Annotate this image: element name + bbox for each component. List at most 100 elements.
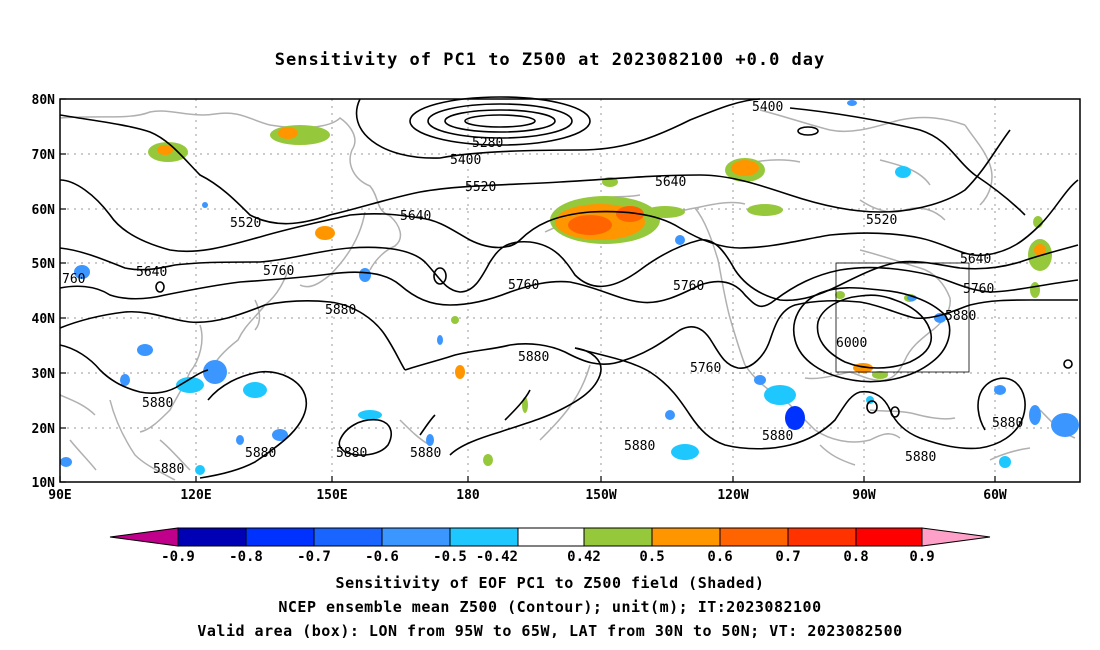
shade-blob <box>157 145 173 155</box>
shade-blob <box>866 396 874 404</box>
colorbar-label: -0.8 <box>229 549 263 565</box>
contour-label: 5640 <box>400 209 431 224</box>
contour-labels: 5280 5400 5400 5520 5520 5520 5640 5640 … <box>62 100 1023 477</box>
lat-label: 10N <box>32 476 56 491</box>
shade-blob <box>203 360 227 384</box>
colorbar-low-arrow <box>109 527 179 547</box>
colorbar-label: 0.7 <box>775 549 800 565</box>
shade-blob <box>60 457 72 467</box>
shade-blob <box>568 215 612 235</box>
colorbar-label: 0.6 <box>707 549 732 565</box>
contour-label: 5880 <box>945 309 976 324</box>
shade-blob <box>616 206 644 222</box>
shade-blob <box>1030 282 1040 298</box>
shade-blob <box>195 465 205 475</box>
lat-label: 30N <box>32 367 56 382</box>
lat-label: 20N <box>32 422 56 437</box>
contour-label: 5880 <box>518 350 549 365</box>
shade-blob <box>872 371 888 379</box>
contour-label: 5520 <box>465 180 496 195</box>
lat-labels: 80N 70N 60N 50N 40N 30N 20N 10N <box>32 93 56 491</box>
shade-blob <box>202 202 208 208</box>
shade-blob <box>236 435 244 445</box>
colorbar-label: -0.5 <box>433 549 467 565</box>
z500-contours <box>59 96 1079 479</box>
contour-label: 5760 <box>263 264 294 279</box>
valid-area-box <box>835 262 970 373</box>
shade-blob <box>278 127 298 139</box>
contour-label: 5880 <box>325 303 356 318</box>
colorbar-label: -0.6 <box>365 549 399 565</box>
shade-blob <box>137 344 153 356</box>
shade-blob <box>835 291 845 299</box>
colorbar-label: -0.7 <box>297 549 331 565</box>
lat-label: 70N <box>32 148 56 163</box>
colorbar-swatch <box>855 527 923 547</box>
shade-blob <box>426 434 434 446</box>
contour-label: 5880 <box>624 439 655 454</box>
contour-label: 5880 <box>245 446 276 461</box>
shade-blob <box>359 268 371 282</box>
contour-label: 5280 <box>472 136 503 151</box>
colorbar-swatch <box>449 527 519 547</box>
shade-blob <box>764 385 796 405</box>
footer-line-3: Valid area (box): LON from 95W to 65W, L… <box>197 622 903 640</box>
shade-blob <box>785 406 805 430</box>
colorbar-label: 0.9 <box>909 549 934 565</box>
contour-label: 6000 <box>836 336 867 351</box>
colorbar-swatch <box>313 527 383 547</box>
shade-blob <box>747 204 783 216</box>
lon-label: 60W <box>983 488 1007 503</box>
shade-blob <box>675 235 685 245</box>
contour-label: 5640 <box>136 265 167 280</box>
footer-line-1: Sensitivity of EOF PC1 to Z500 field (Sh… <box>335 574 765 592</box>
contour-label: 5400 <box>752 100 783 115</box>
map-frame <box>59 98 1081 483</box>
shade-blob <box>994 385 1006 395</box>
colorbar-label: 0.5 <box>639 549 664 565</box>
shade-blob <box>999 456 1011 468</box>
shade-blob <box>665 410 675 420</box>
shade-blob <box>847 100 857 106</box>
colorbar-high-arrow <box>921 527 991 547</box>
lat-label: 80N <box>32 93 56 108</box>
lat-label: 40N <box>32 312 56 327</box>
contour-label: 760 <box>62 272 85 287</box>
shade-blob <box>1034 244 1046 256</box>
colorbar <box>109 527 991 547</box>
shade-blob <box>483 454 493 466</box>
lat-label: 50N <box>32 257 56 272</box>
shade-blob <box>120 374 130 386</box>
contour-label: 5640 <box>655 175 686 190</box>
footer-line-2: NCEP ensemble mean Z500 (Contour); unit(… <box>278 598 822 616</box>
colorbar-swatch <box>245 527 315 547</box>
lat-label: 60N <box>32 203 56 218</box>
shade-blob <box>895 166 911 178</box>
shade-blob <box>176 377 204 393</box>
tick-marks <box>59 98 996 483</box>
contour-label: 5760 <box>508 278 539 293</box>
colorbar-swatch <box>651 527 721 547</box>
contour-label: 5880 <box>142 396 173 411</box>
lon-label: 180 <box>456 488 480 503</box>
lon-label: 150W <box>585 488 616 503</box>
colorbar-swatch <box>583 527 653 547</box>
shade-blob <box>645 206 685 218</box>
shade-blob <box>272 429 288 441</box>
chart-title: Sensitivity of PC1 to Z500 at 2023082100… <box>274 50 826 70</box>
lon-label: 90W <box>852 488 876 503</box>
colorbar-labels: -0.9 -0.8 -0.7 -0.6 -0.5 -0.42 0.42 0.5 … <box>161 549 935 565</box>
contour-label: 5760 <box>963 282 994 297</box>
shaded-sensitivity <box>60 100 1079 475</box>
contour-label: 5880 <box>153 462 184 477</box>
shade-blob <box>437 335 443 345</box>
colorbar-label: -0.42 <box>476 549 518 565</box>
colorbar-swatch <box>177 527 247 547</box>
lon-label: 120E <box>180 488 211 503</box>
lon-label: 120W <box>717 488 748 503</box>
colorbar-swatch <box>381 527 451 547</box>
colorbar-swatch <box>719 527 789 547</box>
colorbar-swatch <box>517 527 585 547</box>
contour-label: 5640 <box>960 252 991 267</box>
